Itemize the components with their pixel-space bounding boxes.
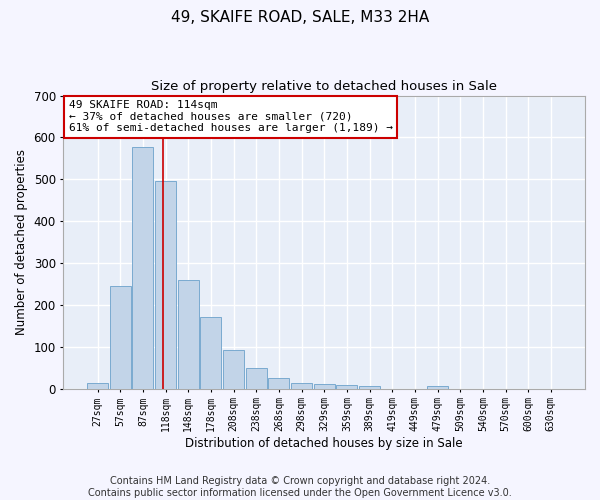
X-axis label: Distribution of detached houses by size in Sale: Distribution of detached houses by size … <box>185 437 463 450</box>
Y-axis label: Number of detached properties: Number of detached properties <box>15 149 28 335</box>
Bar <box>268 378 289 388</box>
Bar <box>87 383 108 388</box>
Text: Contains HM Land Registry data © Crown copyright and database right 2024.
Contai: Contains HM Land Registry data © Crown c… <box>88 476 512 498</box>
Bar <box>200 318 221 388</box>
Bar <box>223 350 244 389</box>
Text: 49, SKAIFE ROAD, SALE, M33 2HA: 49, SKAIFE ROAD, SALE, M33 2HA <box>171 10 429 25</box>
Bar <box>155 182 176 388</box>
Bar <box>291 383 312 388</box>
Bar <box>314 384 335 388</box>
Title: Size of property relative to detached houses in Sale: Size of property relative to detached ho… <box>151 80 497 93</box>
Bar <box>246 368 266 388</box>
Bar <box>359 386 380 388</box>
Bar <box>110 286 131 388</box>
Bar <box>178 280 199 388</box>
Bar <box>427 386 448 388</box>
Bar <box>337 385 358 388</box>
Text: 49 SKAIFE ROAD: 114sqm
← 37% of detached houses are smaller (720)
61% of semi-de: 49 SKAIFE ROAD: 114sqm ← 37% of detached… <box>68 100 392 133</box>
Bar <box>133 146 154 388</box>
